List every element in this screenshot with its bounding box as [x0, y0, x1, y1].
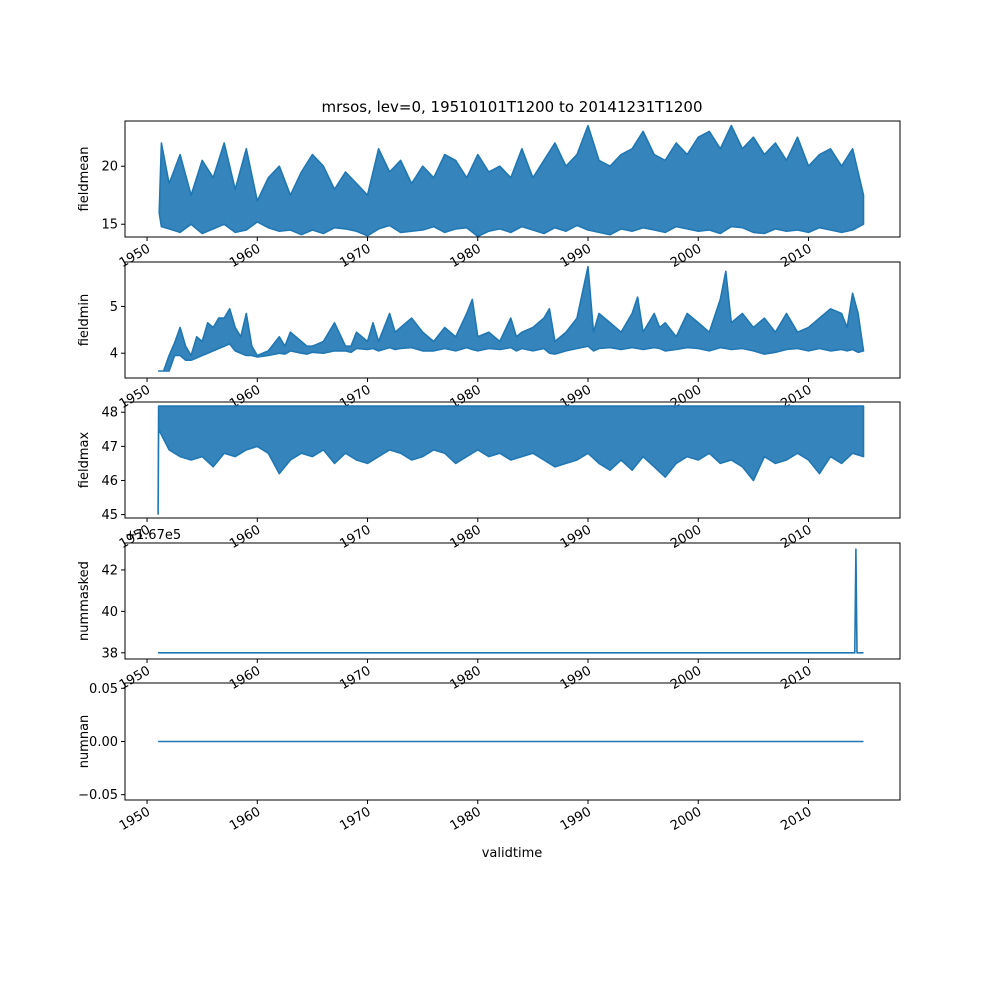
y-axis-label: numnan: [77, 715, 92, 769]
x-axis-label: validtime: [482, 846, 543, 861]
y-tick-label: 0.00: [89, 735, 118, 750]
plot-frame: [124, 542, 901, 660]
y-tick-label: 38: [101, 646, 118, 661]
chart-title: mrsos, lev=0, 19510101T1200 to 20141231T…: [321, 98, 702, 116]
y-axis-label: nummasked: [77, 561, 92, 641]
plot-frame: [124, 401, 901, 519]
y-axis-label: fieldmin: [77, 294, 92, 347]
y-axis-label: fieldmean: [77, 147, 92, 212]
series-line-fieldmean: [158, 124, 865, 237]
plot-frame: [124, 261, 901, 379]
y-tick-label: 45: [101, 508, 118, 523]
y-tick-label: 5: [110, 300, 118, 315]
y-tick-label: 40: [101, 605, 118, 620]
y-tick-label: 47: [101, 440, 118, 455]
series-line-nummasked: [158, 548, 864, 654]
y-tick-label: 48: [101, 406, 118, 421]
y-axis-label: fieldmax: [77, 432, 92, 489]
y-tick-label: 20: [101, 160, 118, 175]
y-tick-label: 0.05: [89, 682, 118, 697]
plot-frame: [124, 120, 901, 238]
y-tick-label: 46: [101, 474, 118, 489]
y-tick-label: −0.05: [78, 788, 118, 803]
y-tick-label: 4: [110, 347, 118, 362]
y-tick-label: 15: [101, 218, 118, 233]
y-offset-text: +1.67e5: [125, 528, 181, 543]
series-line-fieldmax: [157, 405, 865, 515]
series-line-fieldmin: [158, 265, 865, 372]
y-tick-label: 42: [101, 563, 118, 578]
